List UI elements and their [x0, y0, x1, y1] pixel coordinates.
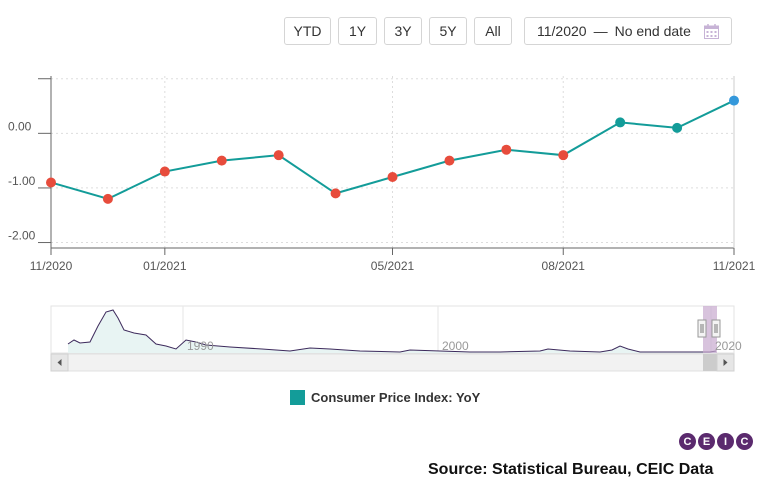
date-separator: — [593, 23, 608, 39]
data-point[interactable] [159, 166, 170, 177]
navigator-right-handle[interactable] [711, 319, 721, 338]
date-range-picker[interactable]: 11/2020 — No end date [524, 17, 732, 45]
range-selector: YTD 1Y 3Y 5Y All [284, 17, 512, 45]
data-point[interactable] [216, 155, 227, 166]
calendar-icon[interactable] [704, 24, 719, 39]
scrollbar-thumb[interactable] [703, 354, 717, 371]
date-end: No end date [614, 23, 691, 39]
data-point[interactable] [615, 117, 626, 128]
x-tick-label: 11/2020 [30, 259, 73, 273]
navigator-left-handle[interactable] [697, 319, 707, 338]
x-axis-ticks: 11/2020 01/2021 05/2021 08/2021 11/2021 [30, 248, 756, 273]
data-point[interactable] [46, 177, 56, 188]
x-tick-label: 01/2021 [143, 259, 187, 273]
data-point[interactable] [444, 155, 455, 166]
y-tick-label: 0.00 [8, 119, 32, 133]
data-point[interactable] [501, 144, 512, 155]
x-tick-label: 08/2021 [542, 259, 586, 273]
navigator-year-labels: 1990 2000 2020 [187, 339, 742, 353]
logo-letter: I [717, 433, 734, 450]
data-point[interactable] [387, 172, 398, 183]
data-point[interactable] [330, 188, 341, 199]
data-point[interactable] [102, 193, 113, 204]
nav-year-label: 2020 [715, 339, 742, 353]
legend-label: Consumer Price Index: YoY [311, 390, 481, 405]
date-start: 11/2020 [537, 23, 587, 39]
scroll-right-button[interactable] [716, 353, 735, 372]
range-all-button[interactable]: All [474, 17, 512, 45]
x-tick-label: 05/2021 [371, 259, 415, 273]
data-point[interactable] [729, 95, 739, 106]
arrow-right-icon [723, 359, 728, 366]
arrow-left-icon [57, 359, 62, 366]
x-tick-label: 11/2021 [713, 259, 756, 273]
logo-letter: E [698, 433, 715, 450]
range-5y-button[interactable]: 5Y [429, 17, 467, 45]
chart-grid [50, 76, 735, 248]
series-line [50, 99, 735, 200]
range-3y-button[interactable]: 3Y [384, 17, 422, 45]
logo-letter: C [679, 433, 696, 450]
navigator-selection[interactable] [703, 306, 717, 353]
ceic-logo: C E I C [679, 433, 753, 450]
y-axis-ticks: 0.00 -1.00 -2.00 [8, 78, 51, 244]
range-ytd-button[interactable]: YTD [284, 17, 331, 45]
nav-year-label: 2000 [442, 339, 469, 353]
data-point[interactable] [273, 150, 284, 161]
series-points [46, 95, 739, 204]
navigator-frame [50, 305, 735, 354]
nav-year-label: 1990 [187, 339, 214, 353]
range-1y-button[interactable]: 1Y [338, 17, 377, 45]
scrollbar-track[interactable] [50, 353, 735, 372]
cpi-line-chart: 0.00 -1.00 -2.00 11/2020 01/2021 05/2021 08/2… [8, 76, 756, 372]
navigator-area [68, 310, 716, 353]
data-point[interactable] [672, 122, 683, 133]
chart-legend[interactable]: Consumer Price Index: YoY [290, 390, 480, 405]
scroll-left-button[interactable] [50, 353, 69, 372]
legend-swatch [290, 390, 305, 405]
y-tick-label: -2.00 [8, 229, 36, 243]
source-note: Source: Statistical Bureau, CEIC Data [428, 461, 714, 478]
y-tick-label: -1.00 [8, 174, 36, 188]
logo-letter: C [736, 433, 753, 450]
navigator-line [67, 309, 717, 353]
data-point[interactable] [558, 150, 569, 161]
